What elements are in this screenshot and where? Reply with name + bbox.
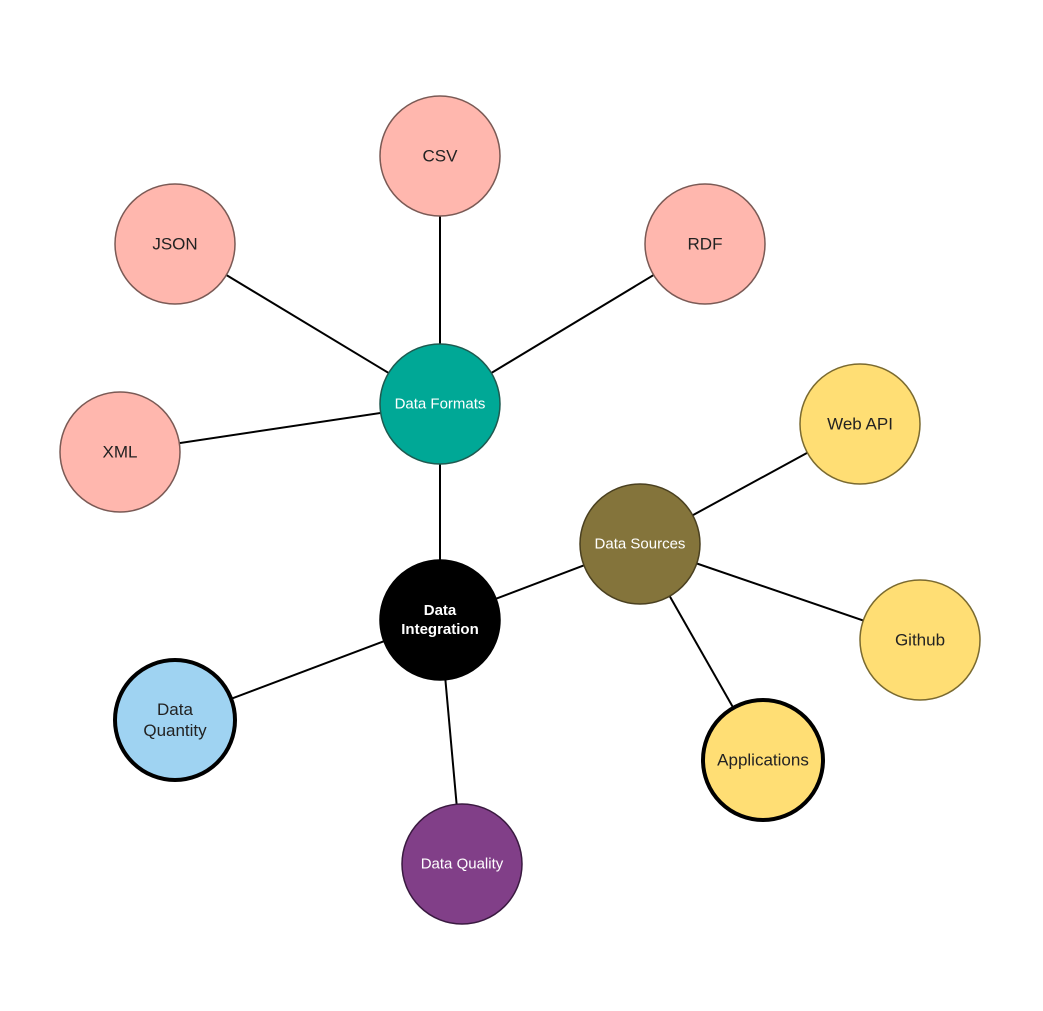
node-circle-data-quantity	[113, 658, 237, 782]
node-data-quality: Data Quality	[401, 803, 523, 925]
node-applications: Applications	[701, 698, 825, 822]
node-label-data-formats: Data Formats	[395, 396, 486, 413]
node-label-web-api: Web API	[827, 415, 893, 434]
node-circle-data-formats	[379, 343, 501, 465]
node-xml: XML	[59, 391, 181, 513]
node-json: JSON	[114, 183, 236, 305]
node-circle-web-api	[799, 363, 921, 485]
node-data-formats: Data Formats	[379, 343, 501, 465]
node-circle-github	[859, 579, 981, 701]
node-github: Github	[859, 579, 981, 701]
node-label-data-quantity: Data	[157, 700, 193, 719]
node-circle-xml	[59, 391, 181, 513]
node-label-csv: CSV	[423, 147, 459, 166]
node-circle-json	[114, 183, 236, 305]
node-label-github: Github	[895, 631, 945, 650]
node-data-sources: Data Sources	[579, 483, 701, 605]
node-label-data-quantity: Quantity	[143, 721, 207, 740]
node-label-json: JSON	[152, 235, 197, 254]
node-circle-csv	[379, 95, 501, 217]
node-circle-applications	[701, 698, 825, 822]
node-web-api: Web API	[799, 363, 921, 485]
node-circle-data-integration	[379, 559, 501, 681]
node-label-data-integration: Data	[424, 602, 457, 619]
nodes-layer: CSV JSON RDF XML Data Formats Data Integration…	[59, 95, 981, 925]
node-circle-data-quality	[401, 803, 523, 925]
node-data-integration: Data Integration	[379, 559, 501, 681]
node-csv: CSV	[379, 95, 501, 217]
node-label-data-quality: Data Quality	[421, 856, 504, 873]
node-label-data-integration: Integration	[401, 621, 479, 638]
node-data-quantity: Data Quantity	[113, 658, 237, 782]
node-label-applications: Applications	[717, 751, 809, 770]
node-label-xml: XML	[103, 443, 138, 462]
node-label-data-sources: Data Sources	[595, 536, 686, 553]
node-circle-data-sources	[579, 483, 701, 605]
node-rdf: RDF	[644, 183, 766, 305]
node-label-rdf: RDF	[688, 235, 723, 254]
node-circle-rdf	[644, 183, 766, 305]
